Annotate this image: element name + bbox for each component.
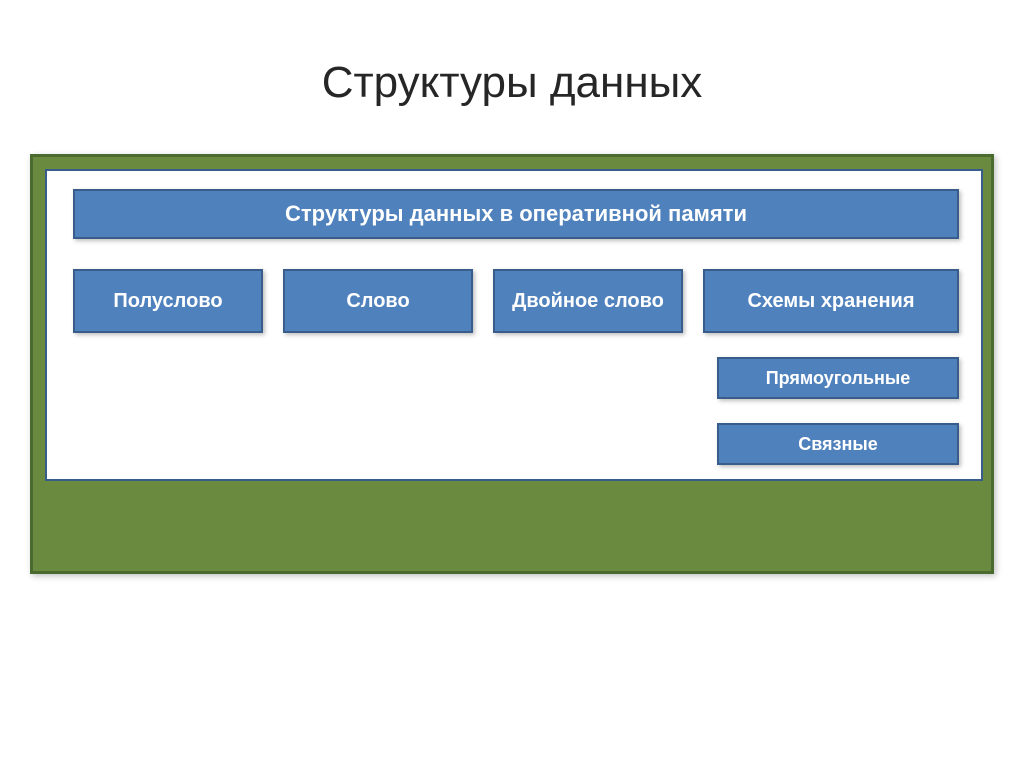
box-dvoinoe-slovo: Двойное слово xyxy=(493,269,683,333)
box-label: Двойное слово xyxy=(512,289,664,314)
box-label: Полуслово xyxy=(113,289,222,314)
header-label: Структуры данных в оперативной памяти xyxy=(285,200,747,228)
box-poluslovo: Полуслово xyxy=(73,269,263,333)
box-slovo: Слово xyxy=(283,269,473,333)
outer-frame: Структуры данных в оперативной памяти По… xyxy=(30,154,994,574)
box-svyaznye: Связные xyxy=(717,423,959,465)
box-skhemy-khraneniya: Схемы хранения xyxy=(703,269,959,333)
box-label: Схемы хранения xyxy=(747,289,914,314)
slide: Структуры данных Структуры данных в опер… xyxy=(0,0,1024,767)
box-label: Слово xyxy=(346,289,409,314)
box-label: Связные xyxy=(798,433,878,456)
box-label: Прямоугольные xyxy=(766,367,911,390)
slide-title: Структуры данных xyxy=(0,0,1024,136)
header-box: Структуры данных в оперативной памяти xyxy=(73,189,959,239)
inner-panel: Структуры данных в оперативной памяти По… xyxy=(45,169,983,481)
box-pryamougolnye: Прямоугольные xyxy=(717,357,959,399)
